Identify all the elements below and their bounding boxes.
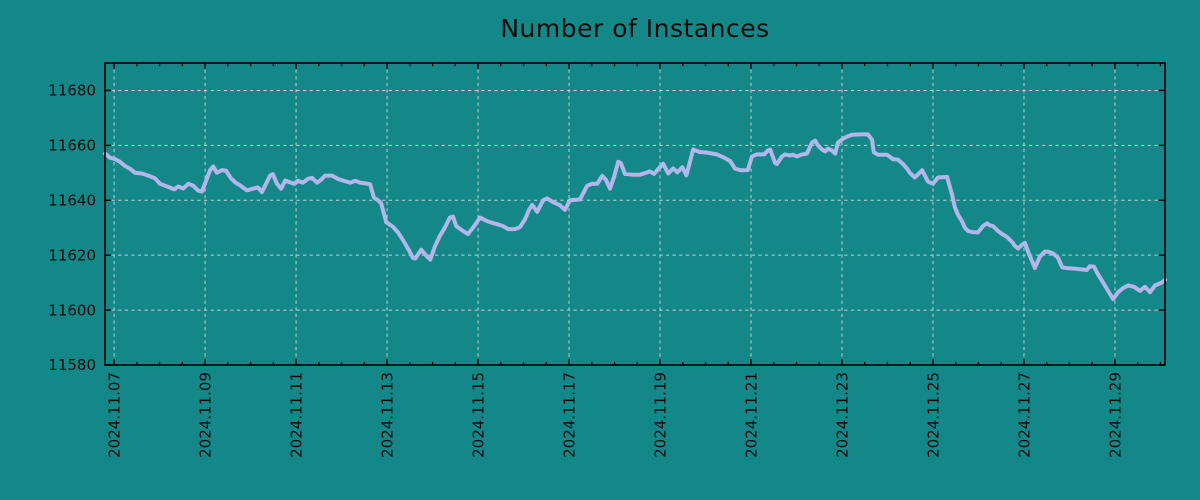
y-axis-tick-label: 11580	[48, 356, 96, 374]
x-axis-tick-label: 2024.11.29	[1106, 372, 1124, 458]
y-axis-tick-label: 11640	[48, 191, 96, 209]
y-axis-tick-label: 11680	[48, 82, 96, 100]
x-axis-tick-label: 2024.11.15	[470, 372, 488, 458]
x-axis-tick-label: 2024.11.09	[197, 372, 215, 458]
x-axis-tick-label: 2024.11.25	[924, 372, 942, 458]
x-axis-tick-label: 2024.11.21	[743, 372, 761, 458]
y-axis-tick-label: 11600	[48, 301, 96, 319]
x-axis-tick-label: 2024.11.17	[561, 372, 579, 458]
plot-border	[104, 62, 1166, 366]
x-axis-tick-label: 2024.11.11	[288, 372, 306, 458]
x-axis-tick-label: 2024.11.23	[833, 372, 851, 458]
data-line-number-of-instances	[103, 132, 1167, 302]
y-axis-tick-label: 11620	[48, 246, 96, 264]
y-axis-tick-label: 11660	[48, 137, 96, 155]
x-axis-tick-label: 2024.11.27	[1015, 372, 1033, 458]
x-axis-tick-label: 2024.11.19	[652, 372, 670, 458]
chart-title: Number of Instances	[500, 14, 770, 43]
x-axis-tick-label: 2024.11.13	[379, 372, 397, 458]
x-axis-tick-label: 2024.11.07	[106, 372, 124, 458]
